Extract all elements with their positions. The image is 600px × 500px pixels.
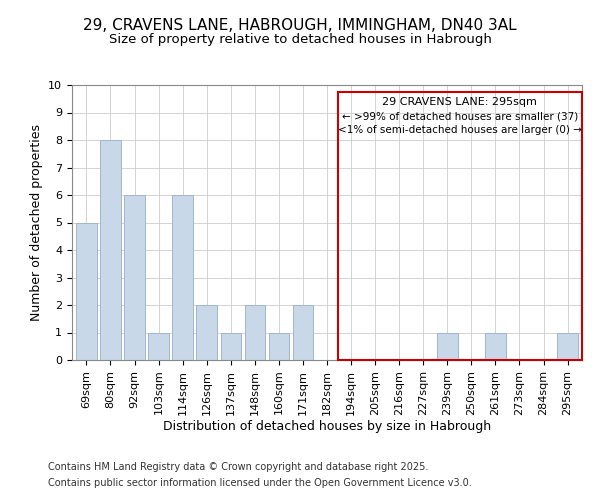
Text: 29, CRAVENS LANE, HABROUGH, IMMINGHAM, DN40 3AL: 29, CRAVENS LANE, HABROUGH, IMMINGHAM, D…	[83, 18, 517, 32]
Text: Size of property relative to detached houses in Habrough: Size of property relative to detached ho…	[109, 32, 491, 46]
X-axis label: Distribution of detached houses by size in Habrough: Distribution of detached houses by size …	[163, 420, 491, 434]
Text: <1% of semi-detached houses are larger (0) →: <1% of semi-detached houses are larger (…	[338, 125, 581, 135]
Bar	[557, 332, 578, 360]
Text: Contains HM Land Registry data © Crown copyright and database right 2025.: Contains HM Land Registry data © Crown c…	[48, 462, 428, 472]
Bar	[485, 332, 506, 360]
Text: ← >99% of detached houses are smaller (37): ← >99% of detached houses are smaller (3…	[341, 111, 578, 121]
Bar	[196, 305, 217, 360]
Bar	[269, 332, 289, 360]
Bar	[124, 195, 145, 360]
Bar	[76, 222, 97, 360]
Text: 29 CRAVENS LANE: 295sqm: 29 CRAVENS LANE: 295sqm	[382, 98, 537, 108]
Bar	[221, 332, 241, 360]
Bar	[148, 332, 169, 360]
Bar	[293, 305, 313, 360]
Bar	[245, 305, 265, 360]
Bar	[338, 92, 581, 360]
Bar	[100, 140, 121, 360]
Text: Contains public sector information licensed under the Open Government Licence v3: Contains public sector information licen…	[48, 478, 472, 488]
Y-axis label: Number of detached properties: Number of detached properties	[30, 124, 43, 321]
Bar	[172, 195, 193, 360]
Bar	[437, 332, 458, 360]
